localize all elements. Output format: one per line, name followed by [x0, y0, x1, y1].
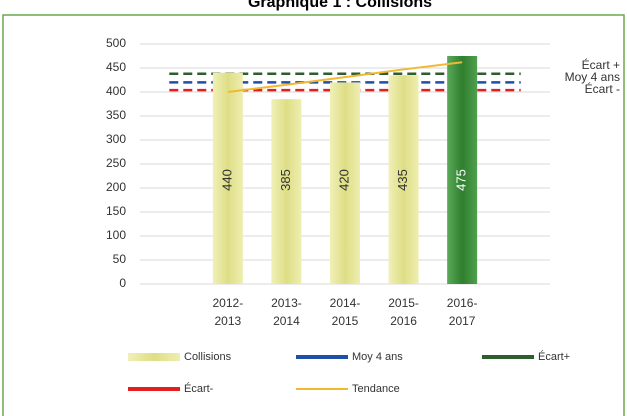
legend-label: Écart- [184, 382, 214, 395]
y-tick-label: 0 [119, 276, 126, 290]
reference-label: Écart + [582, 57, 620, 72]
y-tick-label: 100 [106, 228, 126, 242]
y-tick-label: 350 [106, 108, 126, 122]
chart-frame [2, 14, 625, 416]
reference-label: Écart - [585, 81, 620, 96]
y-tick-label: 500 [106, 36, 126, 50]
legend-label: Tendance [352, 383, 400, 395]
y-tick-label: 50 [113, 252, 127, 266]
y-tick-label: 200 [106, 180, 126, 194]
bar [212, 72, 243, 284]
bar [388, 75, 419, 284]
y-tick-label: 150 [106, 204, 126, 218]
legend-label: Écart+ [538, 350, 570, 363]
y-tick-label: 300 [106, 132, 126, 146]
y-tick-label: 400 [106, 84, 126, 98]
legend-swatch [128, 353, 180, 361]
y-tick-label: 450 [106, 60, 126, 74]
data-label: 385 [278, 169, 293, 191]
x-tick-label: 2014-2015 [330, 296, 361, 328]
x-tick-label: 2012-2013 [213, 296, 244, 328]
data-label: 435 [395, 169, 410, 191]
trend-line [227, 61, 463, 93]
data-label: 440 [219, 169, 234, 191]
x-tick-label: 2016-2017 [447, 296, 478, 328]
chart-title: Graphique 1 : Collisions [248, 0, 432, 11]
data-label: 475 [454, 169, 469, 191]
x-tick-label: 2015-2016 [388, 296, 419, 328]
legend-label: Moy 4 ans [352, 351, 403, 363]
bar [271, 99, 302, 284]
x-tick-label: 2013-2014 [271, 296, 302, 328]
bar [330, 82, 360, 285]
bar [447, 56, 478, 284]
data-label: 420 [336, 169, 351, 191]
legend-label: Collisions [184, 351, 232, 363]
y-tick-label: 250 [106, 156, 126, 170]
reference-label: Moy 4 ans [565, 70, 620, 84]
